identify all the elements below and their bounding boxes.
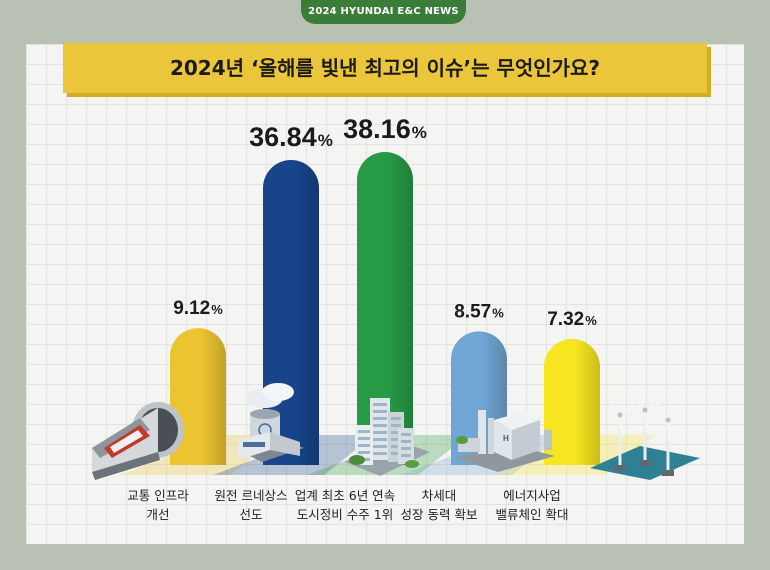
category-label-line: 도시정비 수주 1위	[296, 507, 394, 522]
data-label: 36.84%	[249, 122, 333, 152]
data-label: 7.32%	[547, 309, 597, 330]
value-number: 8.57	[454, 301, 491, 322]
data-label: 8.57%	[454, 301, 504, 322]
category-label-line: 업계 최초 6년 연속	[294, 488, 396, 503]
category-label-line: 에너지사업	[503, 488, 561, 503]
category-label-line: 차세대	[421, 488, 457, 503]
value-number: 7.32	[547, 309, 584, 330]
value-number: 9.12	[173, 298, 210, 319]
value-unit: %	[318, 131, 333, 150]
data-label: 9.12%	[173, 298, 223, 319]
nuclear-plant-icon	[238, 383, 304, 462]
subway-tunnel-icon	[92, 402, 184, 480]
value-unit: %	[412, 123, 427, 142]
bar-highlight	[357, 152, 413, 465]
svg-text:H: H	[503, 434, 509, 443]
bar-highlight	[170, 328, 227, 465]
wind-turbines-icon	[590, 391, 700, 480]
value-unit: %	[492, 305, 504, 320]
category-label-line: 성장 동력 확보	[400, 507, 478, 522]
city-buildings-icon	[345, 398, 430, 476]
value-number: 38.16	[343, 114, 411, 144]
category-label-line: 교통 인프라	[127, 488, 189, 503]
chart-title: 2024년 ‘올해를 빛낸 최고의 이슈’는 무엇인가요?	[63, 43, 707, 93]
news-badge: 2024 HYUNDAI E&C NEWS	[301, 0, 466, 24]
bar-highlight	[544, 339, 600, 465]
data-label: 38.16%	[343, 114, 427, 144]
value-unit: %	[585, 313, 597, 328]
hydrogen-plant-icon: H	[455, 410, 555, 472]
value-number: 36.84	[249, 122, 317, 152]
category-label-line: 선도	[239, 507, 263, 522]
category-label-line: 원전 르네상스	[214, 488, 288, 503]
category-label-line: 밸류체인 확대	[495, 507, 569, 522]
category-label-line: 개선	[146, 507, 170, 522]
value-unit: %	[211, 302, 223, 317]
